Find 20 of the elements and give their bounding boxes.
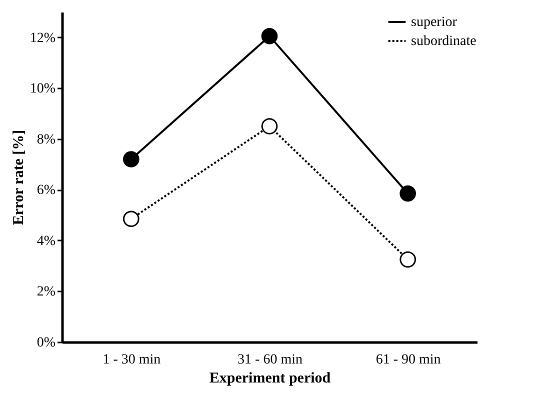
y-tick-label: 12% [30,30,56,46]
y-axis-title: Error rate [%] [10,130,27,226]
y-tick-label: 6% [36,183,56,198]
y-tick-label: 8% [36,132,56,148]
y-tick-label: 4% [36,234,56,249]
point [123,210,140,228]
point [400,185,416,202]
point [261,28,278,44]
legend-label: superior [411,15,458,30]
y-tick-label: 2% [36,284,56,300]
x-tick-label: 31 - 60 min [238,352,302,368]
y-tick-label: 10% [30,82,56,97]
x-tick-label: 1 - 30 min [102,352,161,368]
point [261,118,278,134]
x-tick-label: 61 - 90 min [376,352,441,368]
y-tick-label: 0% [36,336,56,350]
x-axis-title: Experiment period [209,370,332,386]
legend-label: subordinate [411,34,476,49]
point [400,251,416,268]
point [123,151,140,168]
